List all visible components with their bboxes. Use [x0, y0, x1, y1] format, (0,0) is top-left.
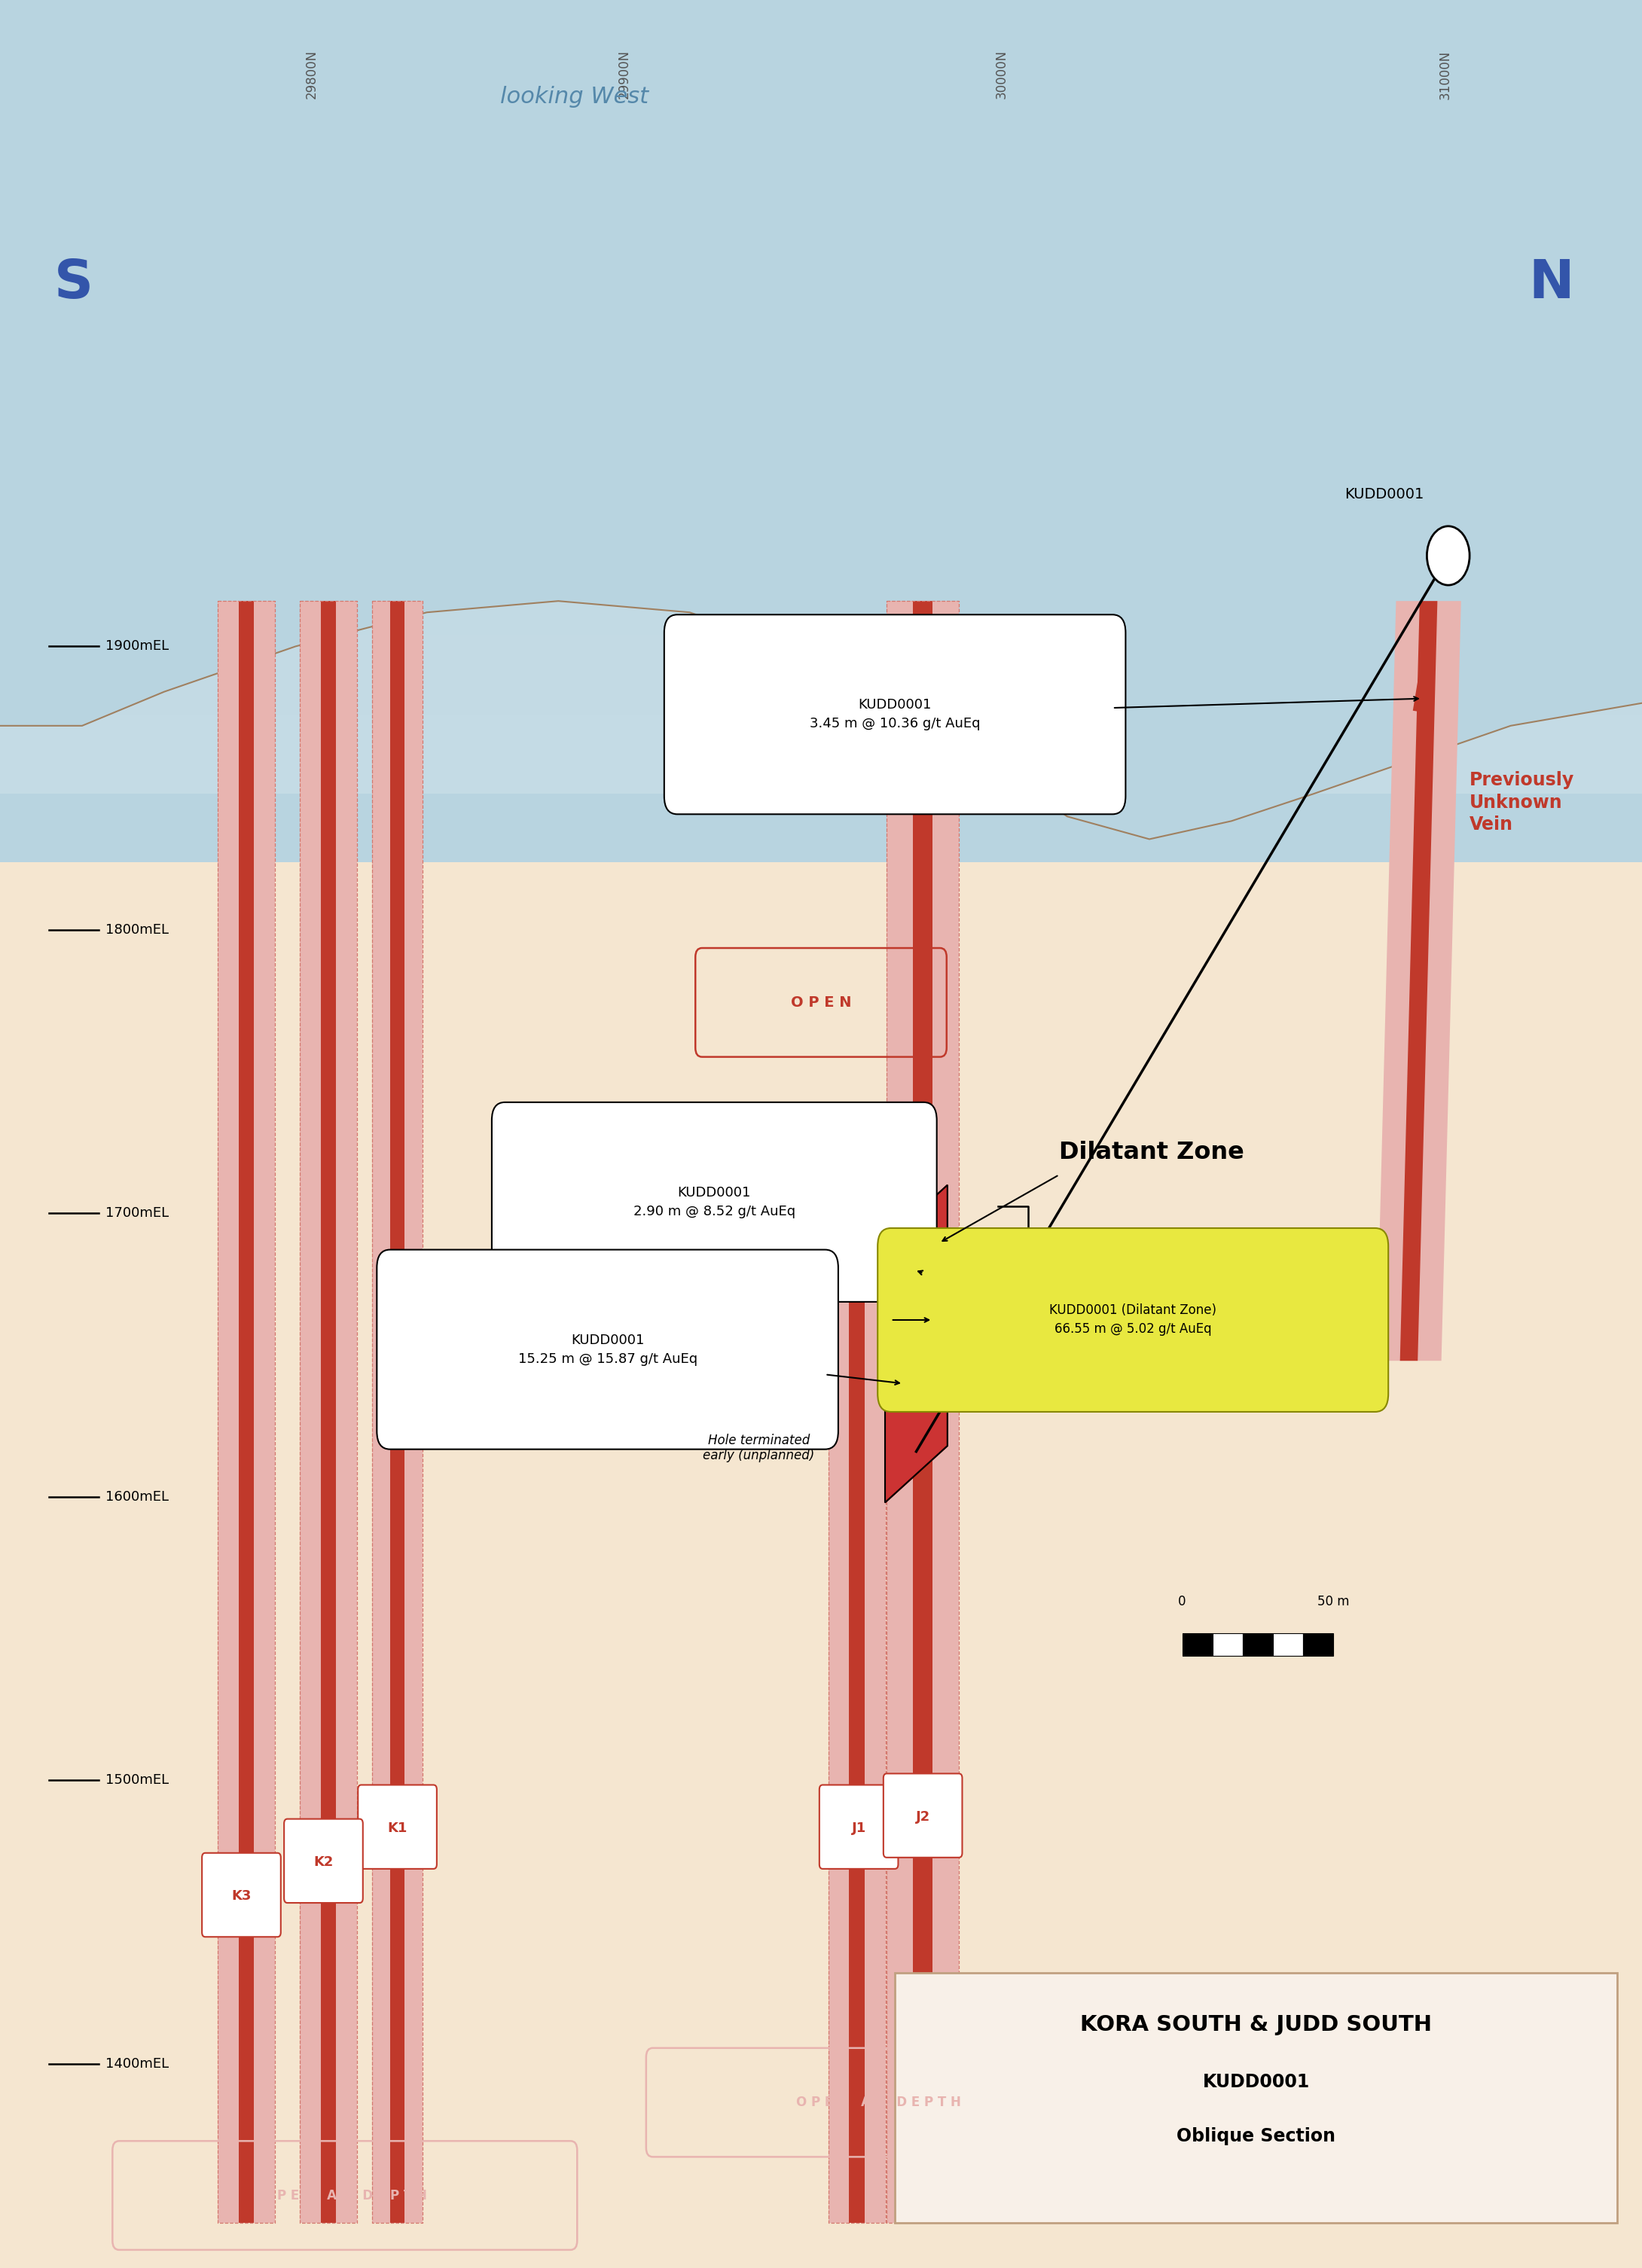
Text: O P E N   A T   D E P T H: O P E N A T D E P T H: [263, 2189, 427, 2202]
Text: 30000N: 30000N: [995, 50, 1008, 100]
Polygon shape: [320, 601, 337, 2223]
Polygon shape: [849, 1179, 865, 2223]
Bar: [1182, 1633, 1212, 1656]
FancyBboxPatch shape: [878, 1229, 1387, 1411]
Text: 1800mEL: 1800mEL: [105, 923, 169, 937]
FancyBboxPatch shape: [358, 1785, 437, 1869]
Text: O P E N: O P E N: [791, 996, 851, 1009]
Polygon shape: [1401, 601, 1437, 1361]
Polygon shape: [299, 601, 358, 2223]
Bar: [1273, 1633, 1304, 1656]
FancyBboxPatch shape: [883, 1774, 962, 1857]
Polygon shape: [373, 601, 422, 2223]
Text: Dilatant Zone: Dilatant Zone: [1059, 1141, 1245, 1163]
Text: looking West: looking West: [501, 86, 649, 109]
Text: Hole terminated
early (unplanned): Hole terminated early (unplanned): [703, 1433, 814, 1463]
Text: N: N: [1529, 259, 1575, 308]
Text: KUDD0001 (Dilatant Zone)
66.55 m @ 5.02 g/t AuEq: KUDD0001 (Dilatant Zone) 66.55 m @ 5.02 …: [1049, 1304, 1217, 1336]
Text: KUDD0001
15.25 m @ 15.87 g/t AuEq: KUDD0001 15.25 m @ 15.87 g/t AuEq: [517, 1334, 698, 1365]
Polygon shape: [217, 601, 276, 2223]
Bar: [1212, 1633, 1243, 1656]
Text: KORA SOUTH & JUDD SOUTH: KORA SOUTH & JUDD SOUTH: [1080, 2014, 1432, 2034]
Text: Oblique Section: Oblique Section: [1177, 2127, 1335, 2146]
Polygon shape: [0, 238, 1642, 318]
FancyBboxPatch shape: [376, 1250, 837, 1449]
Text: J2: J2: [916, 1810, 929, 1823]
Polygon shape: [0, 0, 1642, 839]
FancyBboxPatch shape: [493, 1102, 936, 1302]
Polygon shape: [885, 1184, 947, 1501]
Text: K2: K2: [314, 1855, 333, 1869]
Polygon shape: [0, 862, 1642, 2268]
Polygon shape: [0, 635, 1642, 714]
FancyBboxPatch shape: [663, 615, 1126, 814]
Text: KUDD0001
2.90 m @ 8.52 g/t AuEq: KUDD0001 2.90 m @ 8.52 g/t AuEq: [634, 1186, 795, 1218]
Polygon shape: [0, 0, 1642, 862]
Text: 1900mEL: 1900mEL: [105, 640, 169, 653]
Text: 1400mEL: 1400mEL: [105, 2057, 169, 2071]
Polygon shape: [0, 397, 1642, 476]
Text: 1600mEL: 1600mEL: [105, 1490, 169, 1504]
Text: 1700mEL: 1700mEL: [105, 1207, 169, 1220]
Text: 1500mEL: 1500mEL: [105, 1774, 169, 1787]
Text: KUDD0001
3.45 m @ 10.36 g/t AuEq: KUDD0001 3.45 m @ 10.36 g/t AuEq: [810, 699, 980, 730]
FancyBboxPatch shape: [202, 1853, 281, 1937]
Text: S: S: [54, 259, 94, 308]
Bar: [895, 1973, 1617, 2223]
Polygon shape: [1376, 601, 1461, 1361]
Polygon shape: [0, 318, 1642, 397]
Text: O P E N   A T   D E P T H: O P E N A T D E P T H: [796, 2096, 961, 2109]
Polygon shape: [913, 601, 933, 2223]
Text: 0: 0: [1179, 1594, 1186, 1608]
FancyBboxPatch shape: [819, 1785, 898, 1869]
Polygon shape: [0, 556, 1642, 635]
Polygon shape: [391, 601, 404, 2223]
Text: 29900N: 29900N: [617, 50, 631, 100]
Text: K3: K3: [232, 1889, 251, 1903]
Ellipse shape: [1026, 136, 1437, 272]
Text: KUDD0001: KUDD0001: [1202, 2073, 1310, 2091]
Text: 31000N: 31000N: [1438, 50, 1452, 100]
Text: J1: J1: [852, 1821, 865, 1835]
Text: Previously
Unknown
Vein: Previously Unknown Vein: [1470, 771, 1575, 835]
Text: KUDD0001: KUDD0001: [1345, 488, 1424, 501]
FancyBboxPatch shape: [284, 1819, 363, 1903]
Text: K1: K1: [388, 1821, 407, 1835]
Ellipse shape: [698, 45, 1273, 136]
Ellipse shape: [246, 170, 739, 284]
Polygon shape: [0, 476, 1642, 556]
Ellipse shape: [410, 91, 1232, 227]
Circle shape: [1427, 526, 1470, 585]
Polygon shape: [828, 1179, 887, 2223]
Polygon shape: [238, 601, 255, 2223]
Text: 29800N: 29800N: [305, 50, 319, 100]
Bar: [1304, 1633, 1333, 1656]
Polygon shape: [887, 601, 959, 2223]
Text: 50 m: 50 m: [1317, 1594, 1350, 1608]
Polygon shape: [0, 714, 1642, 794]
Bar: [1243, 1633, 1273, 1656]
